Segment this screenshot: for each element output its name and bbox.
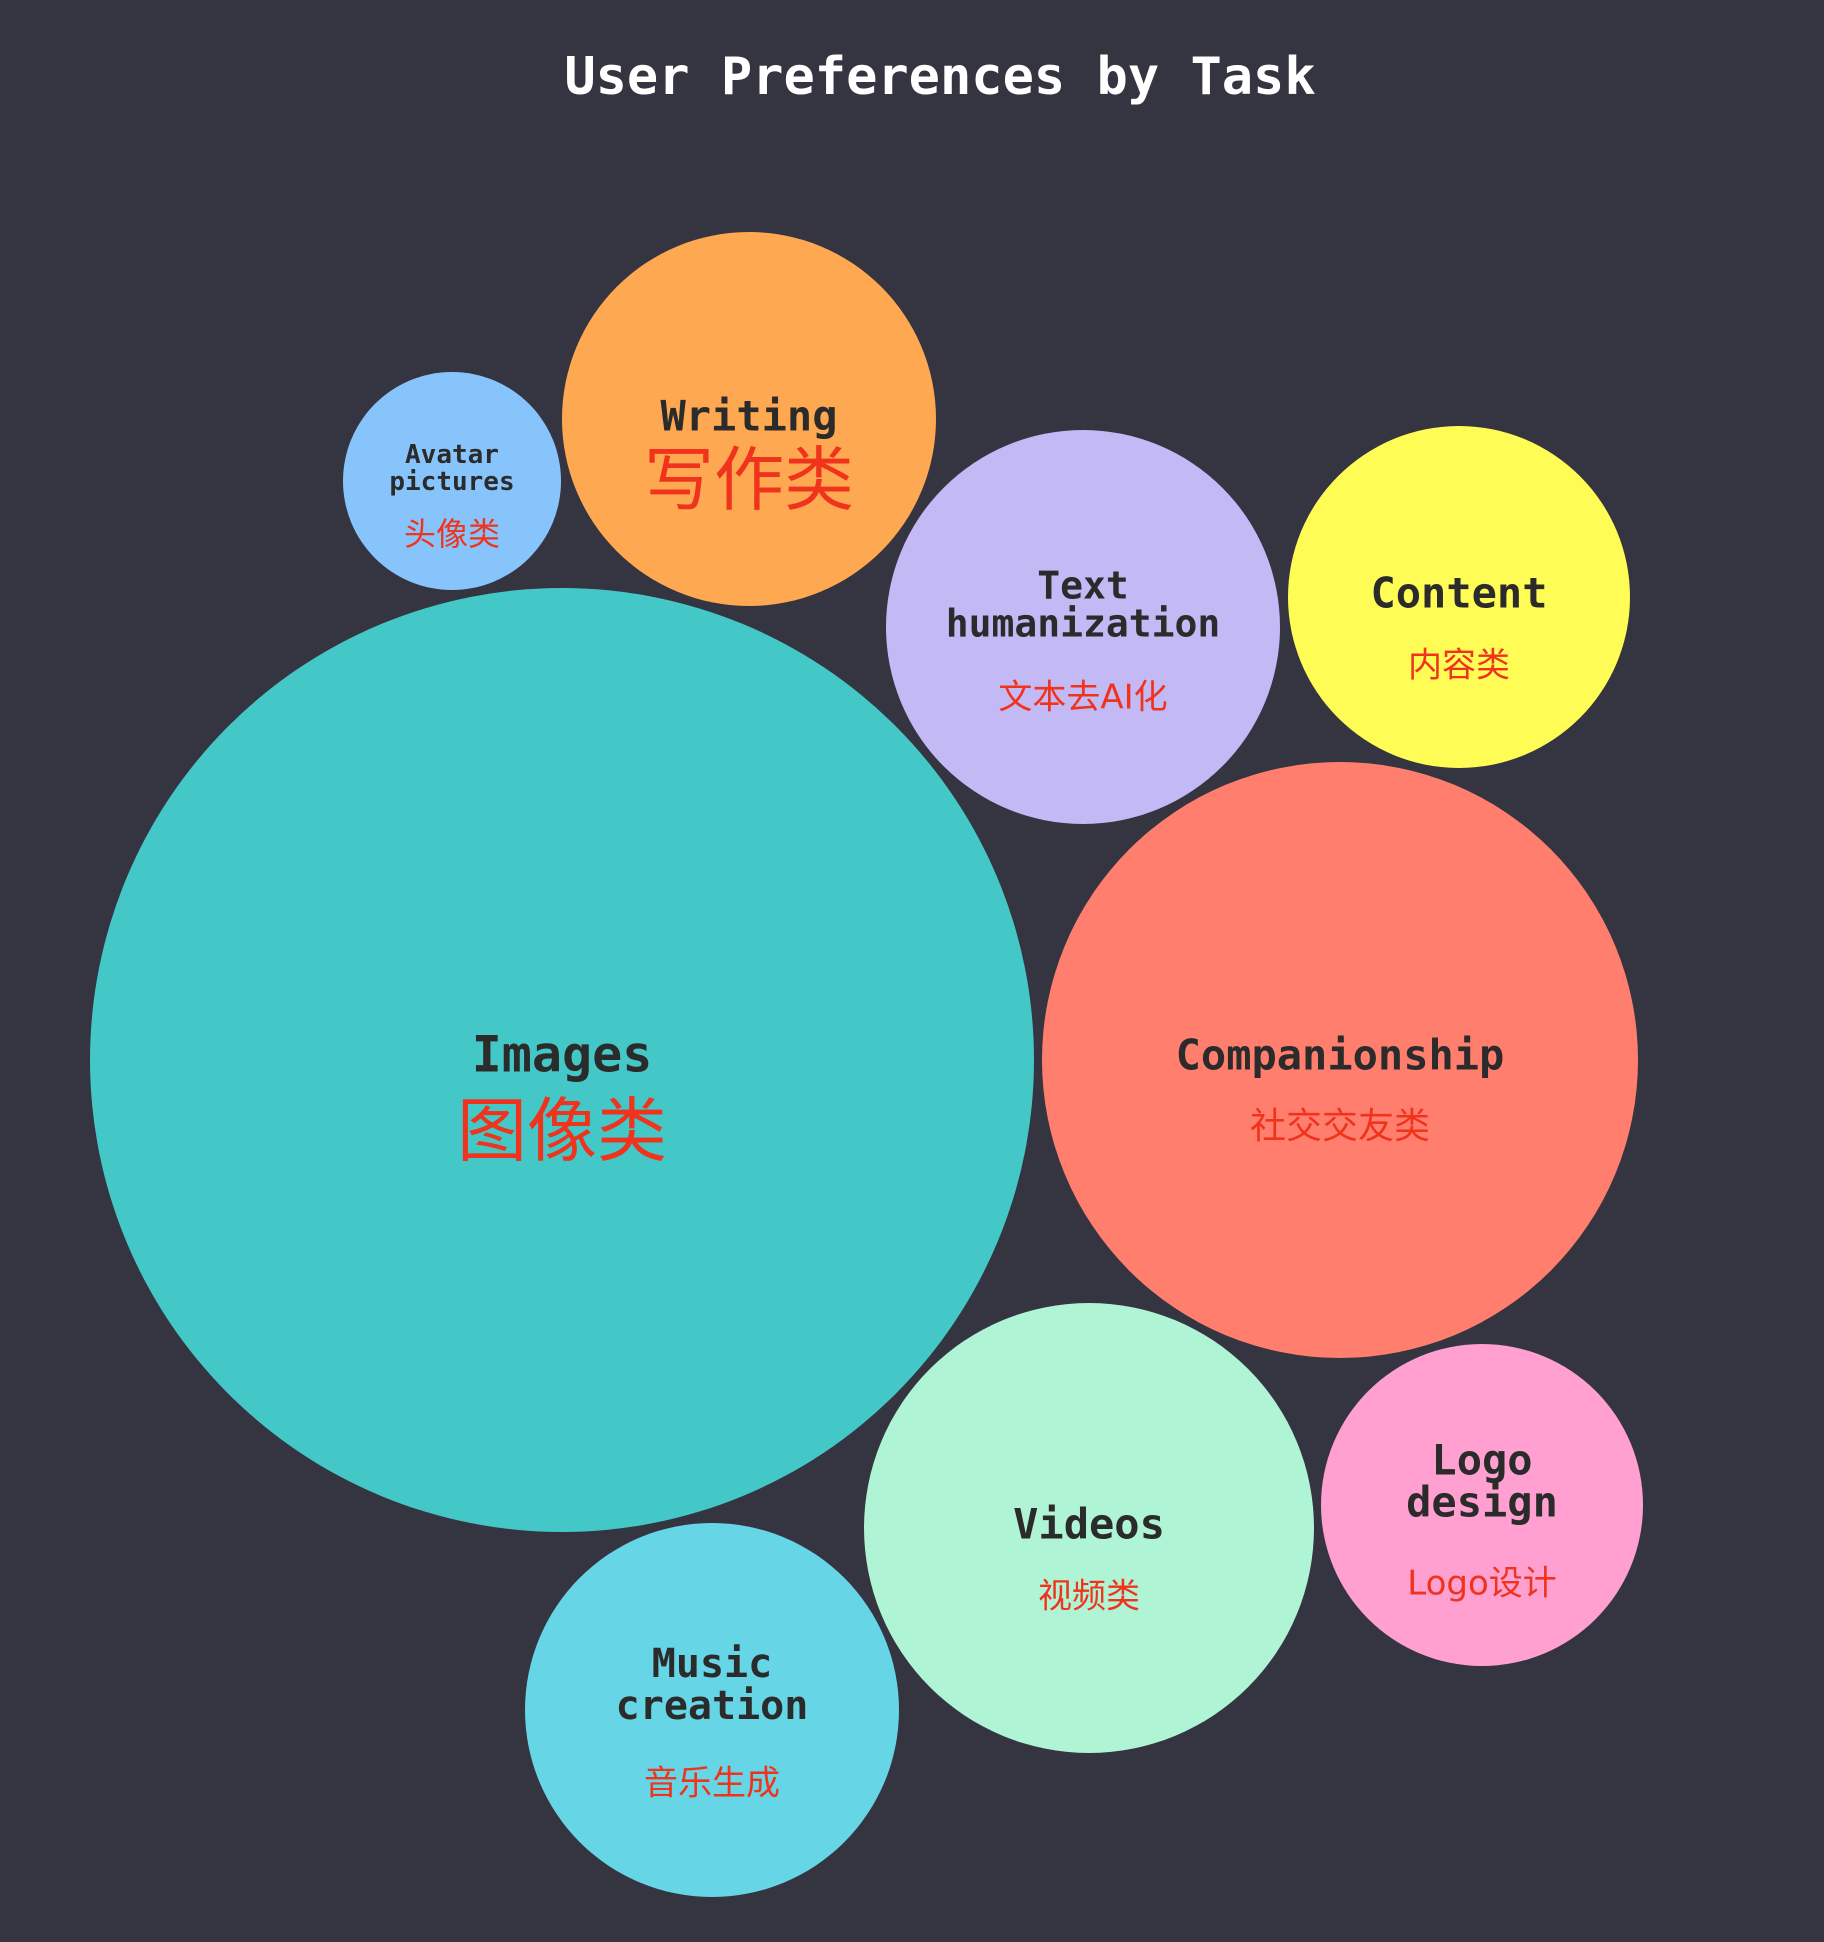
bubble-label-zh-music-creation: 音乐生成 (644, 1764, 780, 1804)
bubble-label-zh-writing: 写作类 (644, 439, 854, 521)
bubble-circle-text-humanization (886, 430, 1280, 824)
chart-title: User Preferences by Task (564, 47, 1315, 107)
bubble-companionship: Companionship 社交交友类 (1042, 762, 1638, 1358)
bubble-circle-music-creation (525, 1523, 899, 1897)
bubble-circle-images (90, 588, 1034, 1532)
bubble-label-en-logo-design-2: design (1406, 1478, 1558, 1527)
bubble-label-zh-content: 内容类 (1408, 646, 1510, 686)
bubble-circle-videos (864, 1303, 1314, 1753)
bubble-label-en-companionship: Companionship (1176, 1031, 1505, 1080)
bubble-images: Images 图像类 (90, 588, 1034, 1532)
bubble-label-en-text-humanization-2: humanization (946, 602, 1221, 646)
bubble-label-en-text-humanization-1: Text (1037, 564, 1129, 608)
bubble-label-zh-companionship: 社交交友类 (1250, 1106, 1430, 1147)
bubble-circle-avatar-pictures (343, 372, 561, 590)
bubble-label-en-music-creation-2: creation (616, 1683, 809, 1729)
bubble-group: Images图像类Companionship社交交友类Writing写作类Tex… (90, 232, 1643, 1897)
bubble-label-zh-avatar-pictures: 头像类 (404, 515, 500, 553)
bubble-label-zh-images: 图像类 (457, 1090, 667, 1172)
bubble-label-en-writing: Writing (660, 392, 837, 441)
bubble-label-en-avatar-pictures-1: Avatar (405, 440, 499, 470)
bubble-content: Content 内容类 (1288, 426, 1630, 768)
bubble-label-en-images: Images (472, 1026, 653, 1084)
bubble-label-en-content: Content (1370, 569, 1547, 618)
bubble-circle-content (1288, 426, 1630, 768)
bubble-label-zh-logo-design: Logo设计 (1407, 1564, 1557, 1604)
bubble-label-zh-text-humanization: 文本去AI化 (998, 678, 1167, 718)
bubble-circle-logo-design (1321, 1344, 1643, 1666)
bubble-videos: Videos 视频类 (864, 1303, 1314, 1753)
bubble-label-zh-videos: 视频类 (1038, 1577, 1140, 1617)
bubble-label-en-avatar-pictures-2: pictures (389, 467, 514, 497)
bubble-circle-companionship (1042, 762, 1638, 1358)
bubble-label-en-music-creation-1: Music (652, 1641, 772, 1687)
bubble-circle-writing (562, 232, 936, 606)
bubble-label-en-logo-design-1: Logo (1431, 1436, 1532, 1485)
bubble-label-en-videos: Videos (1013, 1500, 1165, 1549)
